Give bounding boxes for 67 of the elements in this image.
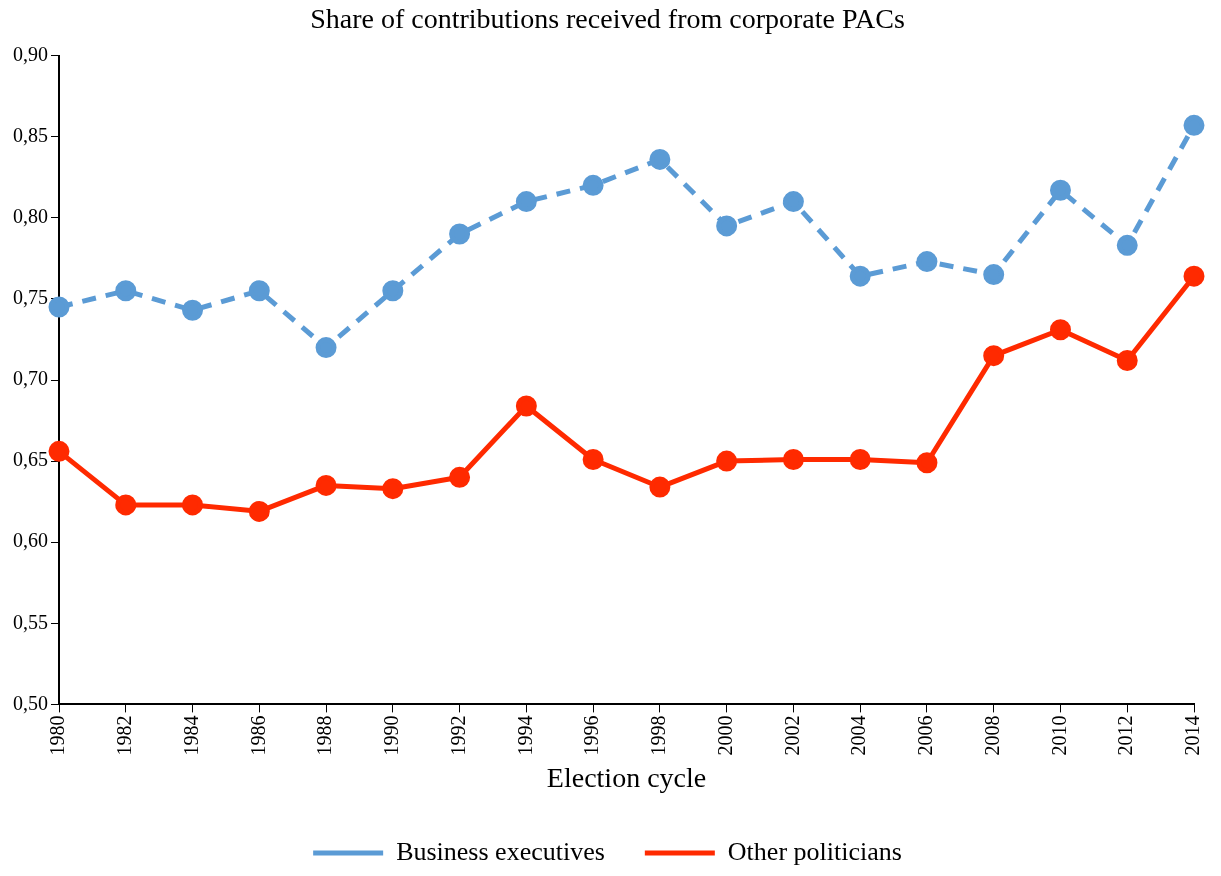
- point: [916, 251, 938, 273]
- point: [449, 223, 471, 245]
- x-tick-label: 2012: [1114, 715, 1137, 756]
- point: [716, 450, 738, 472]
- point: [1183, 265, 1205, 287]
- x-tick-label: 2006: [914, 715, 937, 756]
- point: [849, 265, 871, 287]
- point: [382, 280, 404, 302]
- x-tick-label: 2008: [980, 715, 1003, 756]
- point: [515, 191, 537, 213]
- point: [515, 395, 537, 417]
- x-tick-label: 2004: [847, 715, 870, 756]
- point: [1049, 179, 1071, 201]
- point: [582, 174, 604, 196]
- point: [248, 500, 270, 522]
- point: [48, 440, 70, 462]
- x-tick-label: 2000: [713, 715, 736, 756]
- y-tick-label: 0,70: [13, 367, 48, 390]
- y-tick-label: 0,55: [13, 610, 48, 633]
- point: [782, 191, 804, 213]
- y-tick-label: 0,75: [13, 286, 48, 309]
- x-tick-label: 1990: [380, 715, 403, 756]
- y-tick-label: 0,60: [13, 529, 48, 552]
- x-tick-label: 1992: [446, 715, 469, 756]
- point: [716, 215, 738, 237]
- x-tick-label: 1980: [46, 715, 69, 756]
- x-tick-label: 1984: [179, 715, 202, 756]
- legend-label: Other politicians: [727, 836, 902, 866]
- point: [382, 478, 404, 500]
- point: [248, 280, 270, 302]
- point: [1116, 350, 1138, 372]
- point: [315, 337, 337, 359]
- point: [582, 448, 604, 470]
- point: [782, 448, 804, 470]
- x-axis-title: Election cycle: [546, 761, 707, 793]
- chart-title: Share of contributions received from corporate PACs: [310, 3, 905, 35]
- point: [649, 148, 671, 170]
- point: [649, 476, 671, 498]
- point: [983, 345, 1005, 367]
- point: [115, 494, 137, 516]
- y-tick-label: 0,50: [13, 691, 48, 714]
- point: [48, 296, 70, 318]
- point: [1049, 319, 1071, 341]
- y-tick-label: 0,90: [13, 42, 48, 65]
- legend-label: Business executives: [396, 836, 605, 866]
- x-tick-label: 1998: [647, 715, 670, 756]
- point: [449, 466, 471, 488]
- point: [182, 299, 204, 321]
- x-tick-label: 2010: [1047, 715, 1070, 756]
- x-tick-label: 1996: [580, 715, 603, 756]
- point: [315, 474, 337, 496]
- x-tick-label: 1982: [113, 715, 136, 756]
- point: [1116, 234, 1138, 256]
- x-tick-label: 1986: [246, 715, 269, 756]
- point: [182, 494, 204, 516]
- x-tick-label: 2014: [1181, 715, 1204, 756]
- y-tick-label: 0,80: [13, 205, 48, 228]
- point: [1183, 114, 1205, 136]
- x-tick-label: 1988: [313, 715, 336, 756]
- point: [916, 452, 938, 474]
- y-tick-label: 0,85: [13, 123, 48, 146]
- x-tick-label: 2002: [780, 715, 803, 756]
- point: [849, 448, 871, 470]
- point: [115, 280, 137, 302]
- point: [983, 264, 1005, 286]
- y-tick-label: 0,65: [13, 448, 48, 471]
- x-tick-label: 1994: [513, 715, 536, 756]
